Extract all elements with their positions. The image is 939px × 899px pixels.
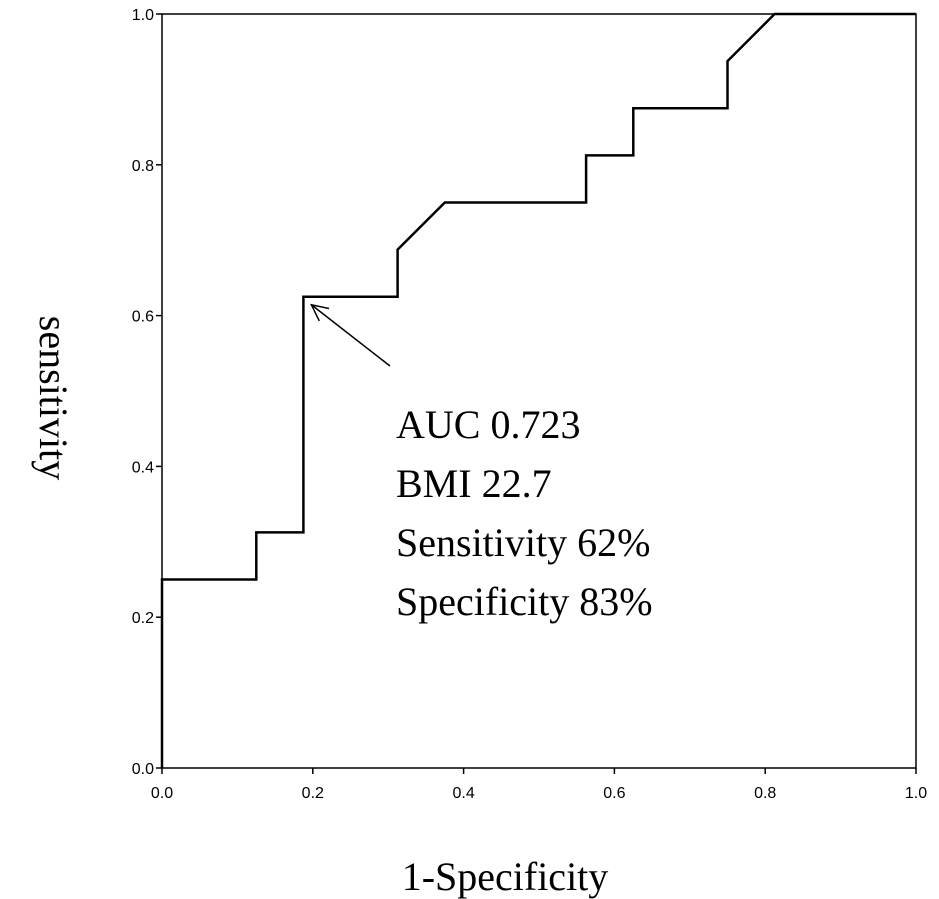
x-axis-ticks: 0.0 0.2 0.4 0.6 0.8 1.0 [151, 768, 927, 802]
y-axis-title: sensitivity [31, 316, 76, 480]
y-tick-label: 0.0 [132, 761, 154, 778]
annotation-arrow [310, 303, 391, 367]
annotation-line: Sensitivity 62% [396, 520, 650, 565]
x-tick-label: 0.6 [603, 785, 625, 802]
x-axis-title: 1-Specificity [402, 854, 609, 899]
annotation-line: AUC 0.723 [396, 402, 580, 447]
arrow-head [310, 303, 330, 322]
x-tick-label: 0.8 [754, 785, 776, 802]
annotation-text: AUC 0.723 BMI 22.7 Sensitivity 62% Specific… [396, 402, 653, 624]
roc-curve [160, 12, 916, 768]
x-tick-label: 0.4 [452, 785, 474, 802]
arrow-shaft [310, 304, 391, 367]
y-tick-label: 0.6 [132, 309, 154, 326]
y-tick-label: 0.2 [132, 610, 154, 627]
x-tick-label: 0.0 [151, 785, 173, 802]
y-tick-label: 0.8 [132, 158, 154, 175]
y-axis-ticks: 0.0 0.2 0.4 0.6 0.8 1.0 [132, 7, 162, 778]
annotation-line: BMI 22.7 [396, 461, 552, 506]
plot-frame [161, 13, 917, 769]
annotation-line: Specificity 83% [396, 579, 653, 624]
x-tick-label: 0.2 [302, 785, 324, 802]
y-tick-label: 0.4 [132, 459, 154, 476]
y-tick-label: 1.0 [132, 7, 154, 24]
x-tick-label: 1.0 [905, 785, 927, 802]
